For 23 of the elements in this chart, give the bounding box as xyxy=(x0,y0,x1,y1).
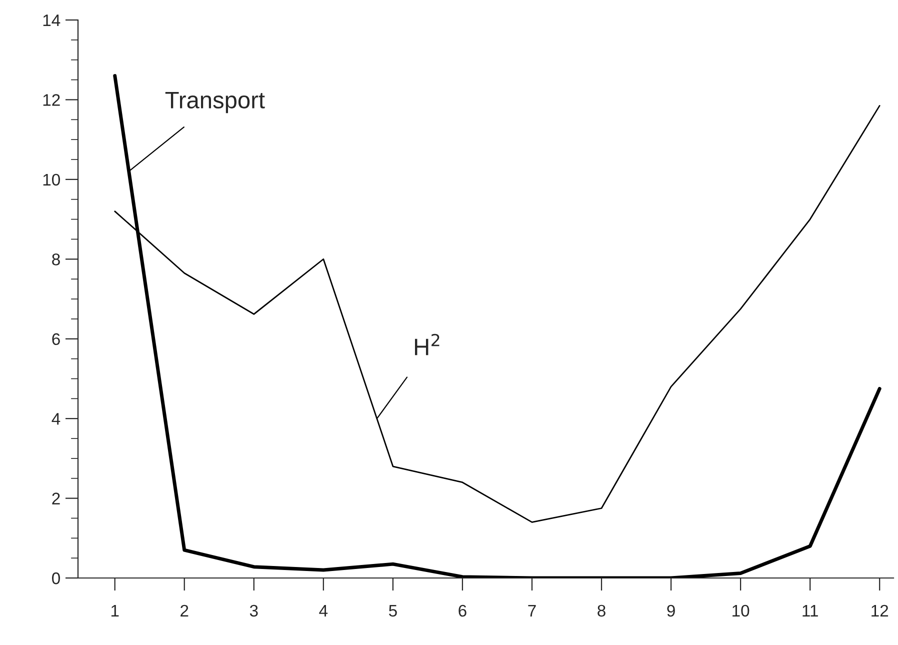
x-tick-label: 7 xyxy=(528,605,536,616)
x-tick-label: 8 xyxy=(598,604,606,617)
x-tick-label: 9 xyxy=(667,604,675,617)
x-tick-label: 12 xyxy=(872,604,888,616)
x-tick-label: 11 xyxy=(802,605,818,616)
x-tick-label: 10 xyxy=(732,604,750,617)
x-tick-label: 6 xyxy=(458,604,466,617)
y-tick-label: 8 xyxy=(52,254,60,266)
x-tick-label: 1 xyxy=(111,605,119,616)
y-tick-label: 14 xyxy=(43,14,60,26)
annotation: H$^{2}$ xyxy=(415,334,440,356)
y-tick-label: 10 xyxy=(43,174,60,186)
y-tick-label: 0 xyxy=(52,572,60,584)
x-tick-label: 5 xyxy=(388,605,397,617)
line-series xyxy=(113,74,882,578)
x-tick-label: 4 xyxy=(319,605,328,616)
y-tick-label: 2 xyxy=(52,492,60,504)
y-tick-label: 12 xyxy=(43,94,60,106)
y-tick-label: 4 xyxy=(52,413,60,425)
x-tick-label: 3 xyxy=(250,604,258,617)
annotation: Transport xyxy=(165,92,265,114)
y-tick-label: 6 xyxy=(52,333,60,346)
x-tick-label: 2 xyxy=(180,604,188,616)
